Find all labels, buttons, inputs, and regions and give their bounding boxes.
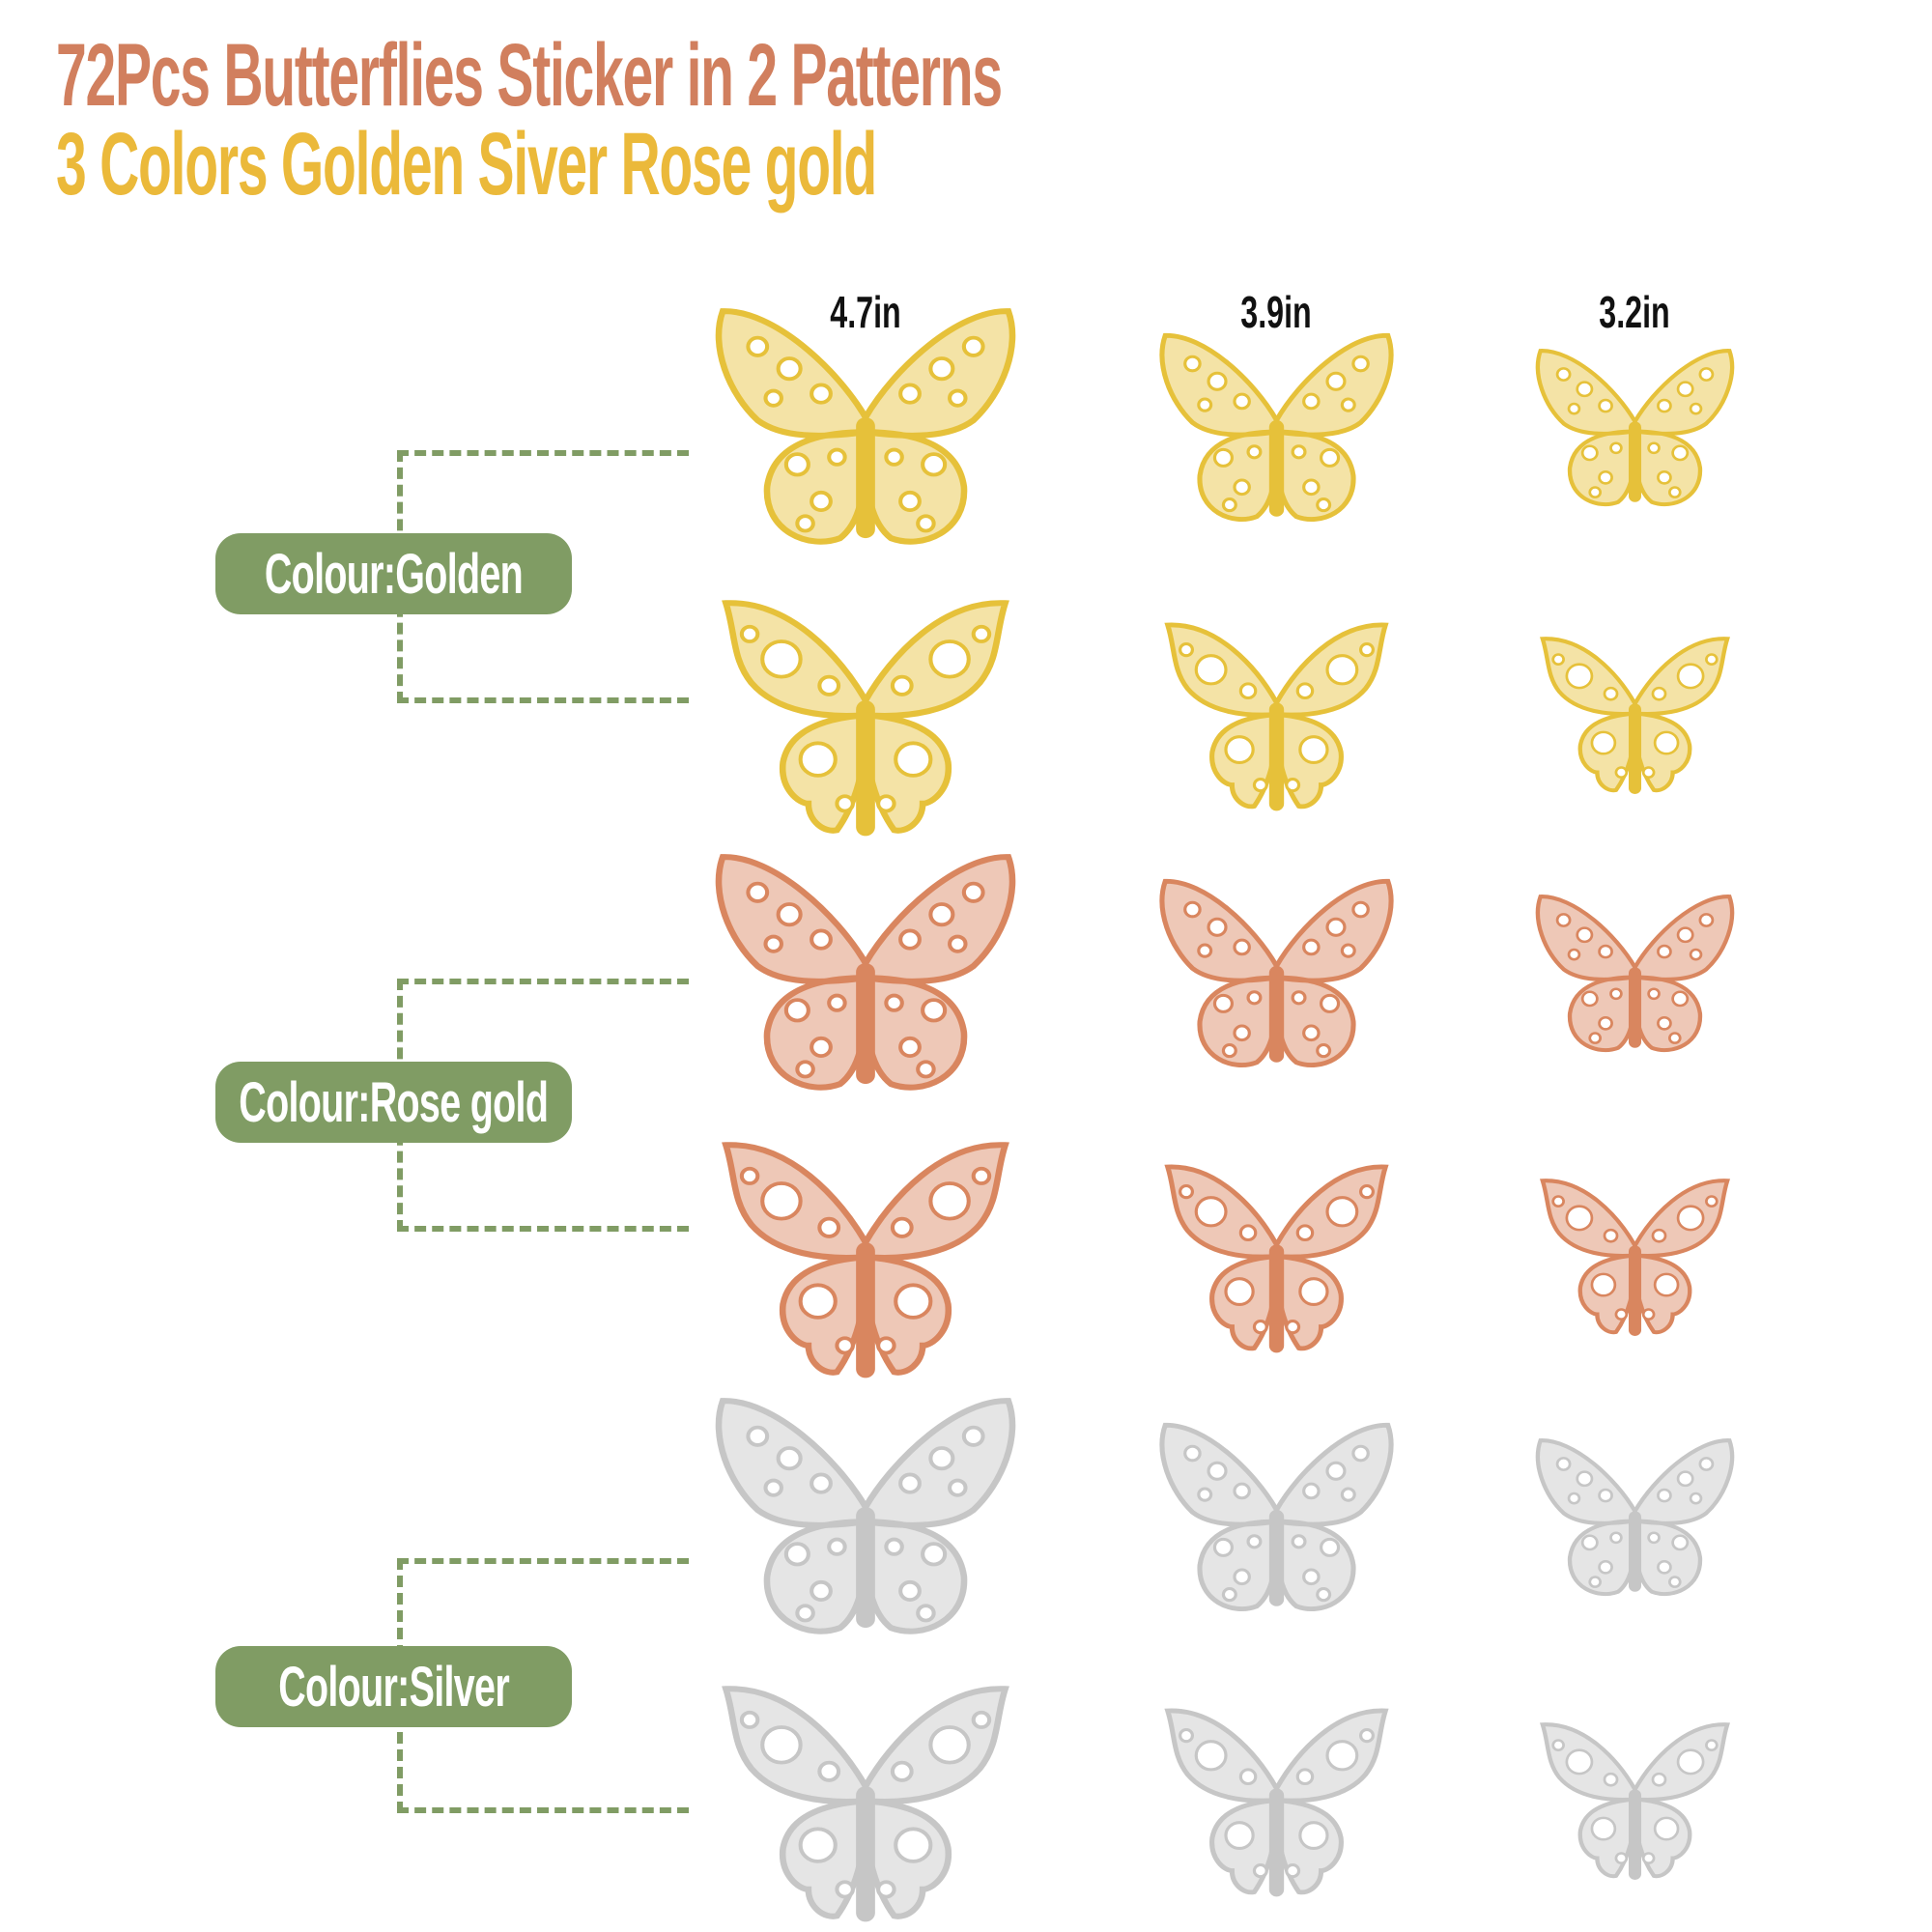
butterfly-silver-floral-round-4.7in	[710, 1392, 1021, 1650]
colour-label-golden: Colour:Golden	[215, 533, 572, 614]
butterfly-golden-floral-round-4.7in	[710, 302, 1021, 560]
colour-label-text: Colour:Rose gold	[239, 1070, 550, 1134]
butterfly-golden-floral-round-3.2in	[1532, 345, 1738, 517]
colour-label-silver: Colour:Silver	[215, 1646, 572, 1727]
colour-label-rose-gold: Colour:Rose gold	[215, 1062, 572, 1143]
butterfly-silver-floral-round-3.2in	[1532, 1435, 1738, 1606]
butterfly-rose-gold-pointed-flower-3.9in	[1155, 1151, 1398, 1356]
butterfly-rose-gold-floral-round-3.2in	[1532, 891, 1738, 1063]
butterfly-golden-pointed-flower-4.7in	[710, 582, 1021, 840]
butterfly-rose-gold-floral-round-3.9in	[1155, 874, 1398, 1080]
size-label-large: 4.7in	[830, 287, 901, 337]
butterfly-golden-pointed-flower-3.9in	[1155, 609, 1398, 814]
title: 72Pcs Butterflies Sticker in 2 Patterns	[56, 26, 1003, 125]
size-label-medium: 3.9in	[1240, 287, 1312, 337]
butterfly-silver-pointed-flower-3.2in	[1532, 1711, 1738, 1883]
butterfly-silver-pointed-flower-3.9in	[1155, 1694, 1398, 1900]
butterfly-silver-pointed-flower-4.7in	[710, 1668, 1021, 1926]
butterfly-rose-gold-floral-round-4.7in	[710, 848, 1021, 1106]
butterfly-golden-pointed-flower-3.2in	[1532, 625, 1738, 797]
butterfly-silver-floral-round-3.9in	[1155, 1418, 1398, 1624]
butterfly-rose-gold-pointed-flower-3.2in	[1532, 1167, 1738, 1339]
subtitle: 3 Colors Golden Siver Rose gold	[56, 115, 877, 213]
butterfly-golden-floral-round-3.9in	[1155, 328, 1398, 534]
butterfly-rose-gold-pointed-flower-4.7in	[710, 1124, 1021, 1382]
size-label-small: 3.2in	[1599, 287, 1670, 337]
colour-label-text: Colour:Golden	[264, 542, 524, 606]
colour-label-text: Colour:Silver	[278, 1655, 509, 1719]
